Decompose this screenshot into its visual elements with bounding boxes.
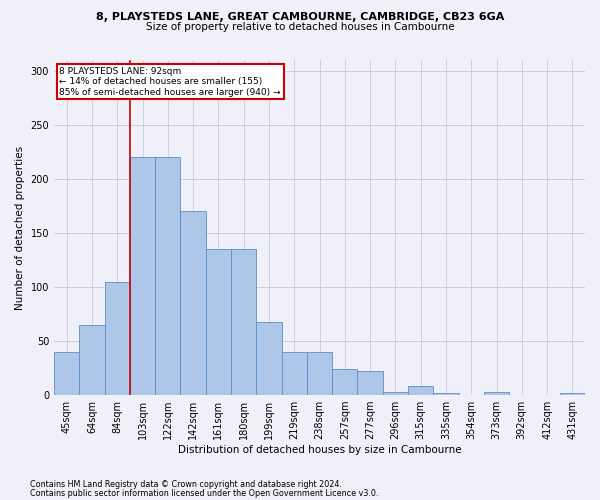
Bar — [383, 392, 408, 395]
Bar — [54, 352, 79, 395]
Y-axis label: Number of detached properties: Number of detached properties — [15, 146, 25, 310]
Text: 8 PLAYSTEDS LANE: 92sqm
← 14% of detached houses are smaller (155)
85% of semi-d: 8 PLAYSTEDS LANE: 92sqm ← 14% of detache… — [59, 66, 281, 96]
Bar — [358, 372, 383, 395]
Bar — [332, 369, 358, 395]
Bar — [155, 158, 181, 395]
X-axis label: Distribution of detached houses by size in Cambourne: Distribution of detached houses by size … — [178, 445, 461, 455]
Bar — [79, 325, 104, 395]
Bar — [130, 158, 155, 395]
Bar — [307, 352, 332, 395]
Text: Contains public sector information licensed under the Open Government Licence v3: Contains public sector information licen… — [30, 488, 379, 498]
Bar — [281, 352, 307, 395]
Bar — [256, 322, 281, 395]
Text: Size of property relative to detached houses in Cambourne: Size of property relative to detached ho… — [146, 22, 454, 32]
Bar — [231, 249, 256, 395]
Text: 8, PLAYSTEDS LANE, GREAT CAMBOURNE, CAMBRIDGE, CB23 6GA: 8, PLAYSTEDS LANE, GREAT CAMBOURNE, CAMB… — [96, 12, 504, 22]
Bar — [560, 393, 585, 395]
Bar — [206, 249, 231, 395]
Bar — [181, 212, 206, 395]
Bar — [484, 392, 509, 395]
Bar — [433, 393, 458, 395]
Bar — [104, 282, 130, 395]
Text: Contains HM Land Registry data © Crown copyright and database right 2024.: Contains HM Land Registry data © Crown c… — [30, 480, 342, 489]
Bar — [408, 386, 433, 395]
